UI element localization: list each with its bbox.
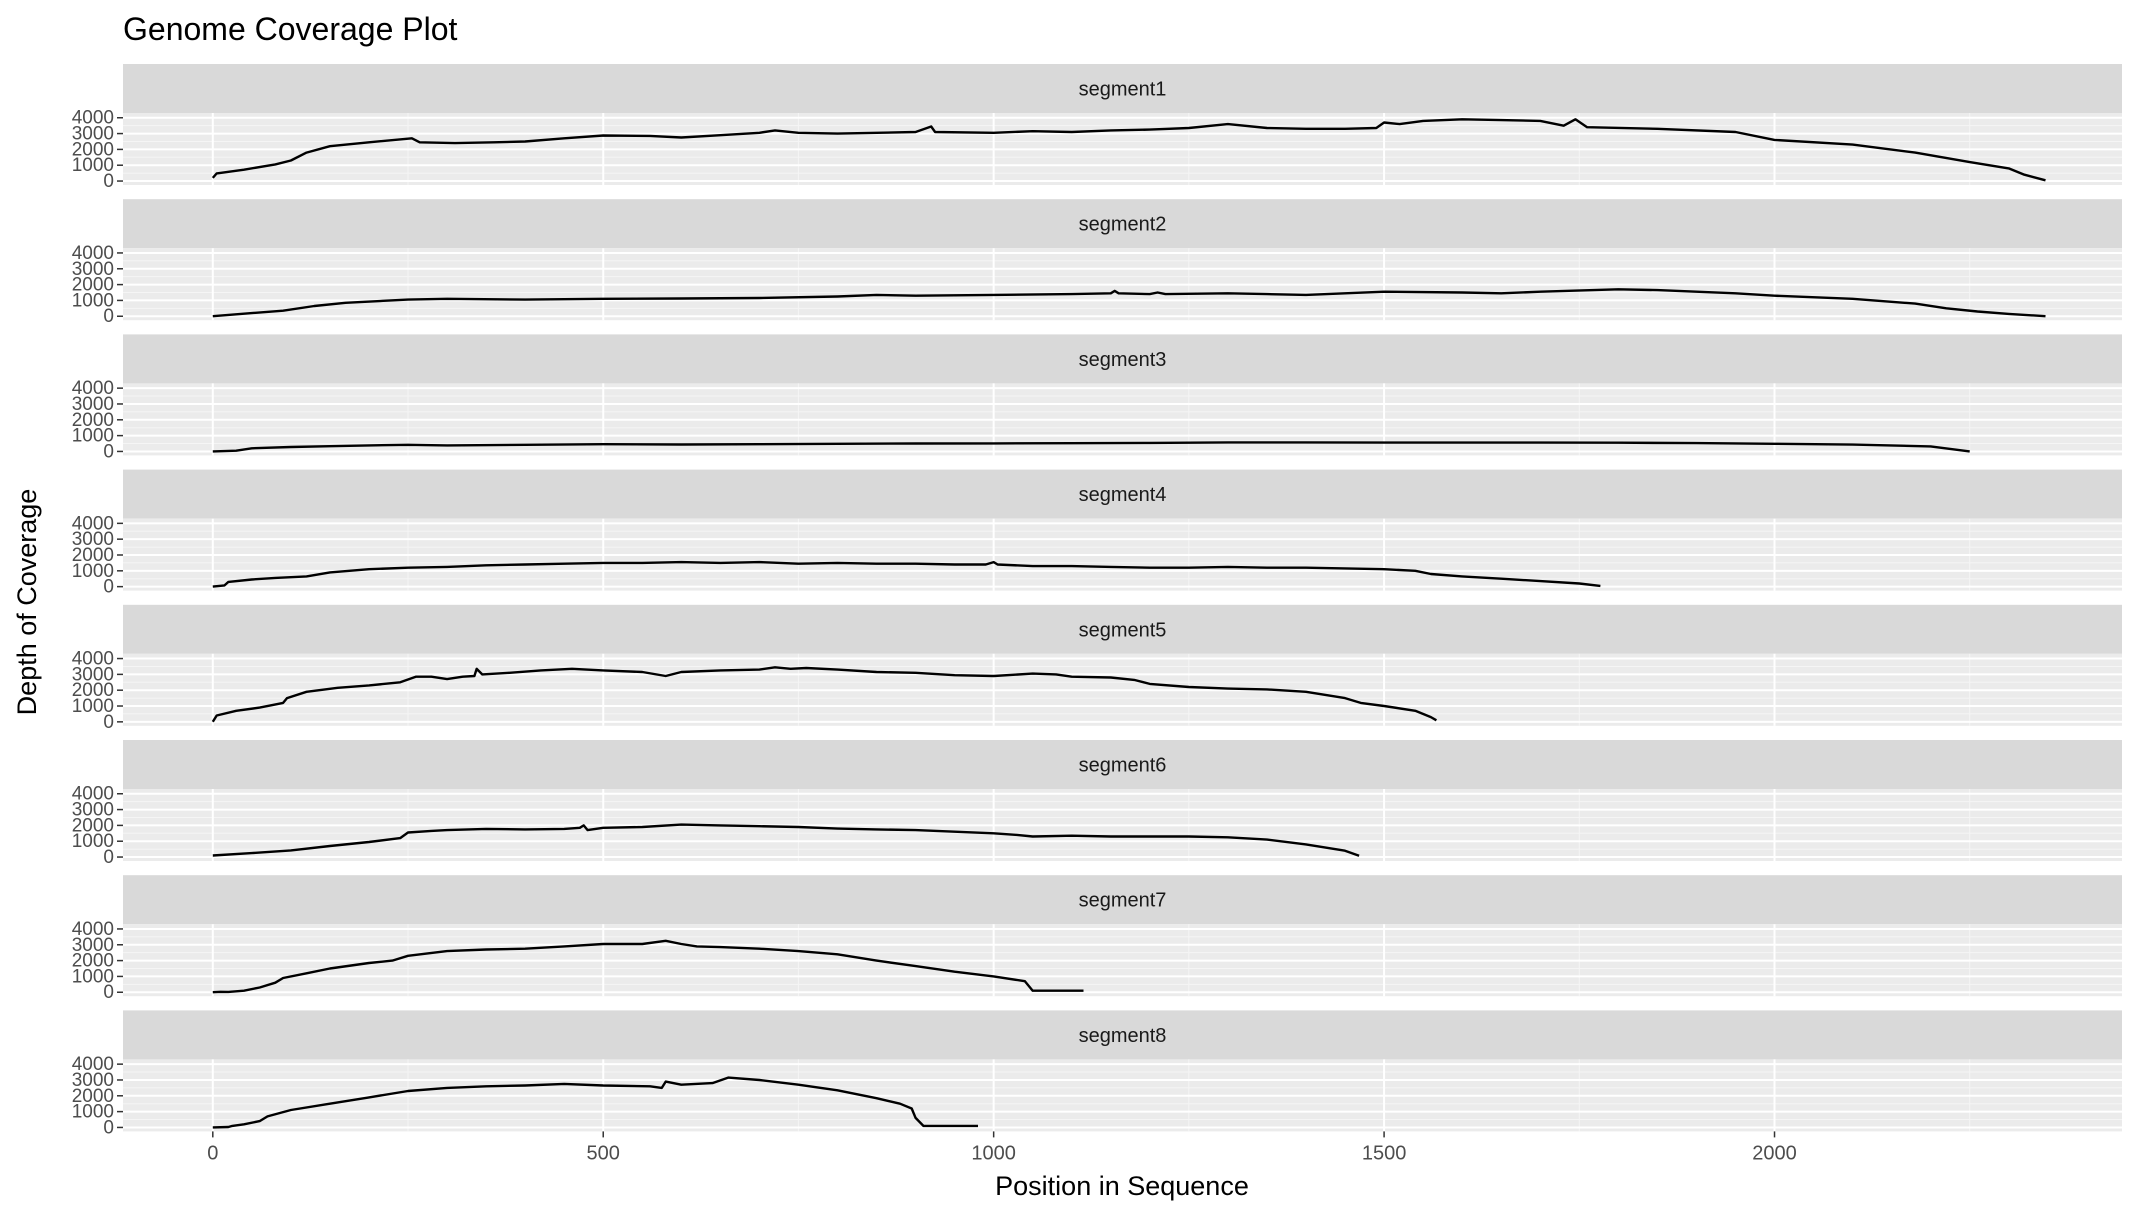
x-tick-label: 2000: [1752, 1142, 1797, 1164]
chart-title: Genome Coverage Plot: [123, 11, 458, 47]
facet-strip: [123, 199, 2122, 249]
y-tick-label: 1000: [72, 426, 114, 447]
facet-panels: segment101000200030004000segment20100020…: [72, 64, 2122, 1138]
facet-strip-label: segment2: [1079, 214, 1167, 236]
coverage-line-segment2: [212, 288, 2046, 318]
y-tick-label: 3000: [72, 800, 114, 821]
y-tick-label: 0: [103, 982, 114, 1003]
y-tick-label: 3000: [72, 259, 114, 280]
y-tick-label: 1000: [72, 561, 114, 582]
coverage-line-segment7: [212, 939, 1084, 994]
coverage-line-segment6: [212, 823, 1360, 857]
y-tick-label: 1000: [72, 1102, 114, 1123]
facet-strip: [123, 469, 2122, 519]
facet-strip-label: segment3: [1079, 349, 1167, 371]
facet-strip: [123, 604, 2122, 654]
y-tick-label: 0: [103, 712, 114, 733]
facet-strip-label: segment6: [1079, 755, 1167, 777]
facet-strip: [123, 740, 2122, 789]
y-tick-label: 3000: [72, 935, 114, 956]
coverage-line-segment1: [211, 118, 2046, 182]
coverage-line-segment5: [211, 666, 1438, 723]
y-tick-label: 1000: [72, 966, 114, 987]
y-tick-label: 3000: [72, 529, 114, 550]
y-tick-label: 1000: [72, 155, 114, 176]
y-tick-label: 4000: [72, 243, 114, 264]
y-tick-label: 0: [103, 306, 114, 327]
y-tick-label: 2000: [72, 139, 114, 160]
facet-strip-label: segment5: [1079, 619, 1167, 641]
facet-strip-label: segment4: [1079, 484, 1167, 506]
x-axis-title: Position in Sequence: [995, 1171, 1249, 1201]
y-tick-label: 0: [103, 171, 114, 192]
y-tick-label: 4000: [72, 108, 114, 129]
y-tick-label: 0: [103, 577, 114, 598]
y-tick-label: 2000: [72, 680, 114, 701]
coverage-line-segment4: [212, 560, 1601, 588]
y-tick-label: 4000: [72, 378, 114, 399]
y-tick-label: 4000: [72, 784, 114, 805]
y-tick-label: 2000: [72, 410, 114, 431]
facet-strip: [123, 875, 2122, 925]
y-tick-label: 2000: [72, 1086, 114, 1107]
facet-strip-label: segment1: [1079, 79, 1167, 101]
y-tick-label: 3000: [72, 1070, 114, 1091]
facet-strip: [123, 64, 2122, 113]
y-tick-label: 3000: [72, 124, 114, 145]
facet-strip: [123, 334, 2122, 384]
x-tick-label: 1500: [1362, 1142, 1407, 1164]
y-tick-label: 2000: [72, 951, 114, 972]
y-tick-label: 4000: [72, 1054, 114, 1075]
facet-strip: [123, 1010, 2122, 1060]
y-tick-label: 4000: [72, 513, 114, 534]
x-tick-label: 500: [587, 1142, 620, 1164]
facet-strip-label: segment7: [1079, 890, 1167, 912]
coverage-line-segment3: [212, 441, 1970, 453]
x-tick-label: 0: [207, 1142, 218, 1164]
y-tick-label: 3000: [72, 394, 114, 415]
y-axis-title: Depth of Coverage: [12, 489, 42, 716]
y-tick-label: 0: [103, 1117, 114, 1138]
x-axis: 0 500 1000 1500 2000: [207, 1131, 1797, 1164]
y-tick-label: 4000: [72, 919, 114, 940]
x-tick-label: 1000: [971, 1142, 1016, 1164]
y-tick-label: 3000: [72, 664, 114, 685]
y-tick-label: 1000: [72, 290, 114, 311]
y-tick-label: 2000: [72, 275, 114, 296]
y-tick-label: 1000: [72, 831, 114, 852]
y-tick-label: 0: [103, 847, 114, 868]
y-tick-label: 2000: [72, 545, 114, 566]
y-tick-label: 2000: [72, 815, 114, 836]
facet-strip-label: segment8: [1079, 1025, 1167, 1047]
y-tick-label: 1000: [72, 696, 114, 717]
coverage-line-segment8: [212, 1076, 978, 1129]
y-tick-label: 0: [103, 441, 114, 462]
y-tick-label: 4000: [72, 649, 114, 670]
